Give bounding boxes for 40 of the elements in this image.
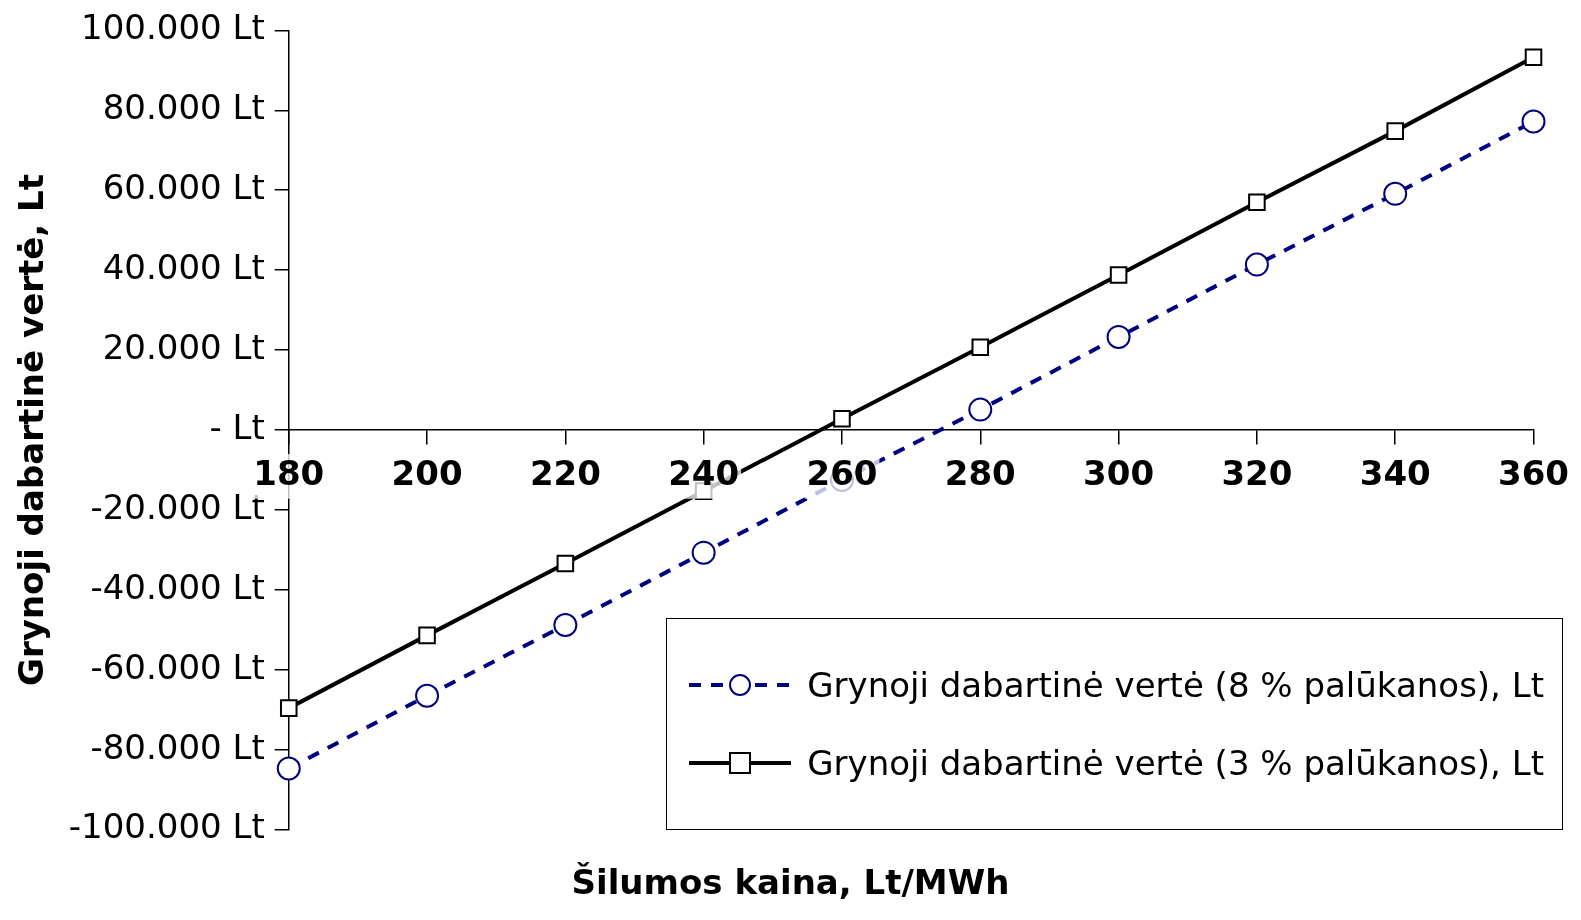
- y-tick-label: 20.000 Lt: [102, 326, 265, 367]
- y-tick-label: -60.000 Lt: [90, 646, 265, 687]
- point: [1521, 109, 1546, 134]
- point: [556, 554, 575, 573]
- point: [276, 756, 301, 781]
- y-tick-label: 100.000 Lt: [81, 7, 265, 48]
- point: [691, 540, 716, 565]
- point: [971, 338, 990, 357]
- y-tick-label: -80.000 Lt: [90, 726, 265, 767]
- x-tick-label: 280: [944, 453, 1016, 494]
- point: [1383, 181, 1408, 206]
- point: [1386, 122, 1404, 140]
- point: [279, 699, 298, 717]
- point: [553, 613, 578, 638]
- y-tick-label: -100.000 Lt: [68, 806, 265, 847]
- y-tick-label: 60.000 Lt: [102, 167, 265, 208]
- point: [1109, 266, 1128, 284]
- legend-label: Grynoji dabartinė vertė (3 % palūkanos), Lt: [807, 743, 1544, 783]
- y-tick-label: 40.000 Lt: [102, 246, 265, 287]
- x-tick-label: 320: [1221, 453, 1293, 494]
- x-tick-label: 220: [529, 453, 601, 494]
- y-axis-title: Grynoji dabartinė vertė, Lt: [11, 174, 52, 686]
- point: [1106, 324, 1131, 349]
- point: [1244, 252, 1269, 277]
- x-tick-label: 360: [1498, 453, 1570, 494]
- x-tick-label: 340: [1359, 453, 1431, 494]
- legend-label: Grynoji dabartinė vertė (8 % palūkanos), Lt: [807, 665, 1544, 705]
- point: [1248, 193, 1266, 212]
- point: [415, 683, 440, 708]
- x-tick-label: 200: [391, 453, 463, 494]
- point: [968, 397, 993, 422]
- point: [1524, 48, 1543, 66]
- y-tick-label: -40.000 Lt: [90, 566, 265, 607]
- y-tick-label: 80.000 Lt: [102, 87, 265, 128]
- y-tick-label: - Lt: [209, 406, 265, 447]
- x-tick-label: 240: [668, 453, 740, 494]
- point: [418, 626, 436, 645]
- x-axis-title: Šilumos kaina, Lt/MWh: [570, 862, 1011, 902]
- x-tick-label: 300: [1083, 453, 1155, 494]
- point: [833, 410, 851, 428]
